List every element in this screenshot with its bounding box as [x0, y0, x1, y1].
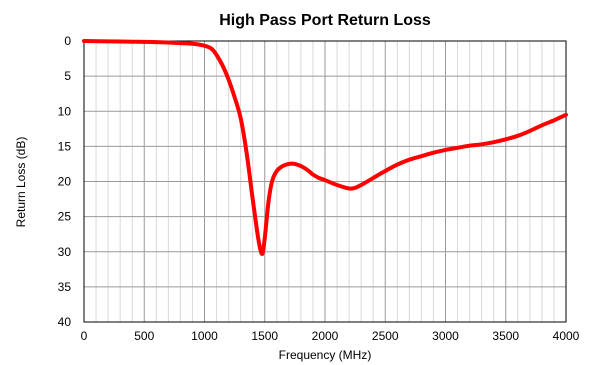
y-axis-label: Return Loss (dB): [14, 137, 28, 228]
y-tick-label: 40: [58, 315, 72, 329]
x-tick-label: 3000: [432, 329, 459, 343]
x-tick-label: 0: [81, 329, 88, 343]
y-tick-label: 0: [64, 34, 71, 48]
y-tick-label: 35: [58, 280, 72, 294]
x-tick-label: 1000: [191, 329, 218, 343]
chart-title: High Pass Port Return Loss: [219, 12, 431, 29]
x-tick-label: 500: [134, 329, 154, 343]
plot-frame: [83, 40, 567, 323]
y-tick-label: 5: [64, 69, 71, 83]
y-tick-label: 15: [58, 139, 72, 153]
y-axis-ticks: 0 5 10 15 20 25 30 35 40: [58, 34, 72, 329]
x-axis-ticks: 0 500 1000 1500 2000 2500 3000 3500 4000: [81, 329, 580, 343]
x-tick-label: 2000: [312, 329, 339, 343]
y-tick-label: 25: [58, 210, 72, 224]
y-tick-label: 30: [58, 245, 72, 259]
x-tick-label: 4000: [553, 329, 580, 343]
y-tick-label: 20: [58, 175, 72, 189]
x-axis-label: Frequency (MHz): [279, 348, 372, 362]
x-tick-label: 2500: [372, 329, 399, 343]
series-line: [82, 39, 568, 256]
x-tick-label: 3500: [492, 329, 519, 343]
grid: [83, 40, 567, 323]
x-tick-label: 1500: [251, 329, 278, 343]
y-tick-label: 10: [58, 104, 72, 118]
